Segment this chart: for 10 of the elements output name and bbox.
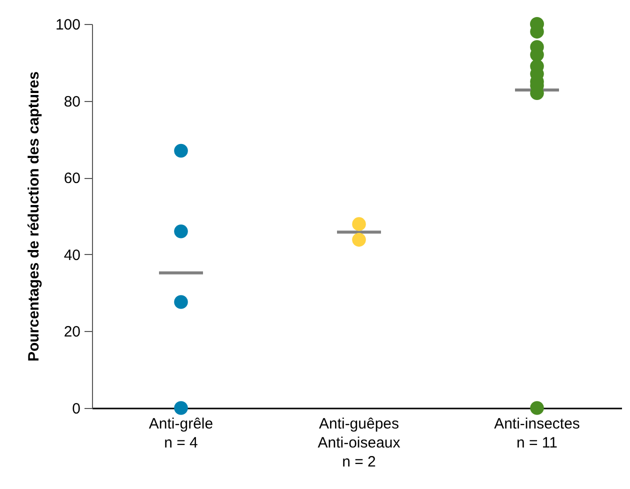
y-tick-label: 60 — [64, 170, 80, 188]
y-tick-label: 0 — [72, 400, 80, 418]
y-axis-title: Pourcentages de réduction des captures — [25, 71, 42, 362]
y-tick-label: 100 — [55, 16, 80, 34]
y-tick-label: 80 — [64, 93, 80, 110]
y-tick-label: 40 — [64, 246, 80, 264]
y-tick-label: 20 — [64, 324, 80, 341]
x-tick-label: Anti-guêpes Anti-oiseaux n = 2 — [318, 416, 401, 470]
x-tick-label: Anti-grêle n = 4 — [148, 416, 214, 452]
x-tick-label: Anti-insectes n = 11 — [494, 416, 580, 452]
